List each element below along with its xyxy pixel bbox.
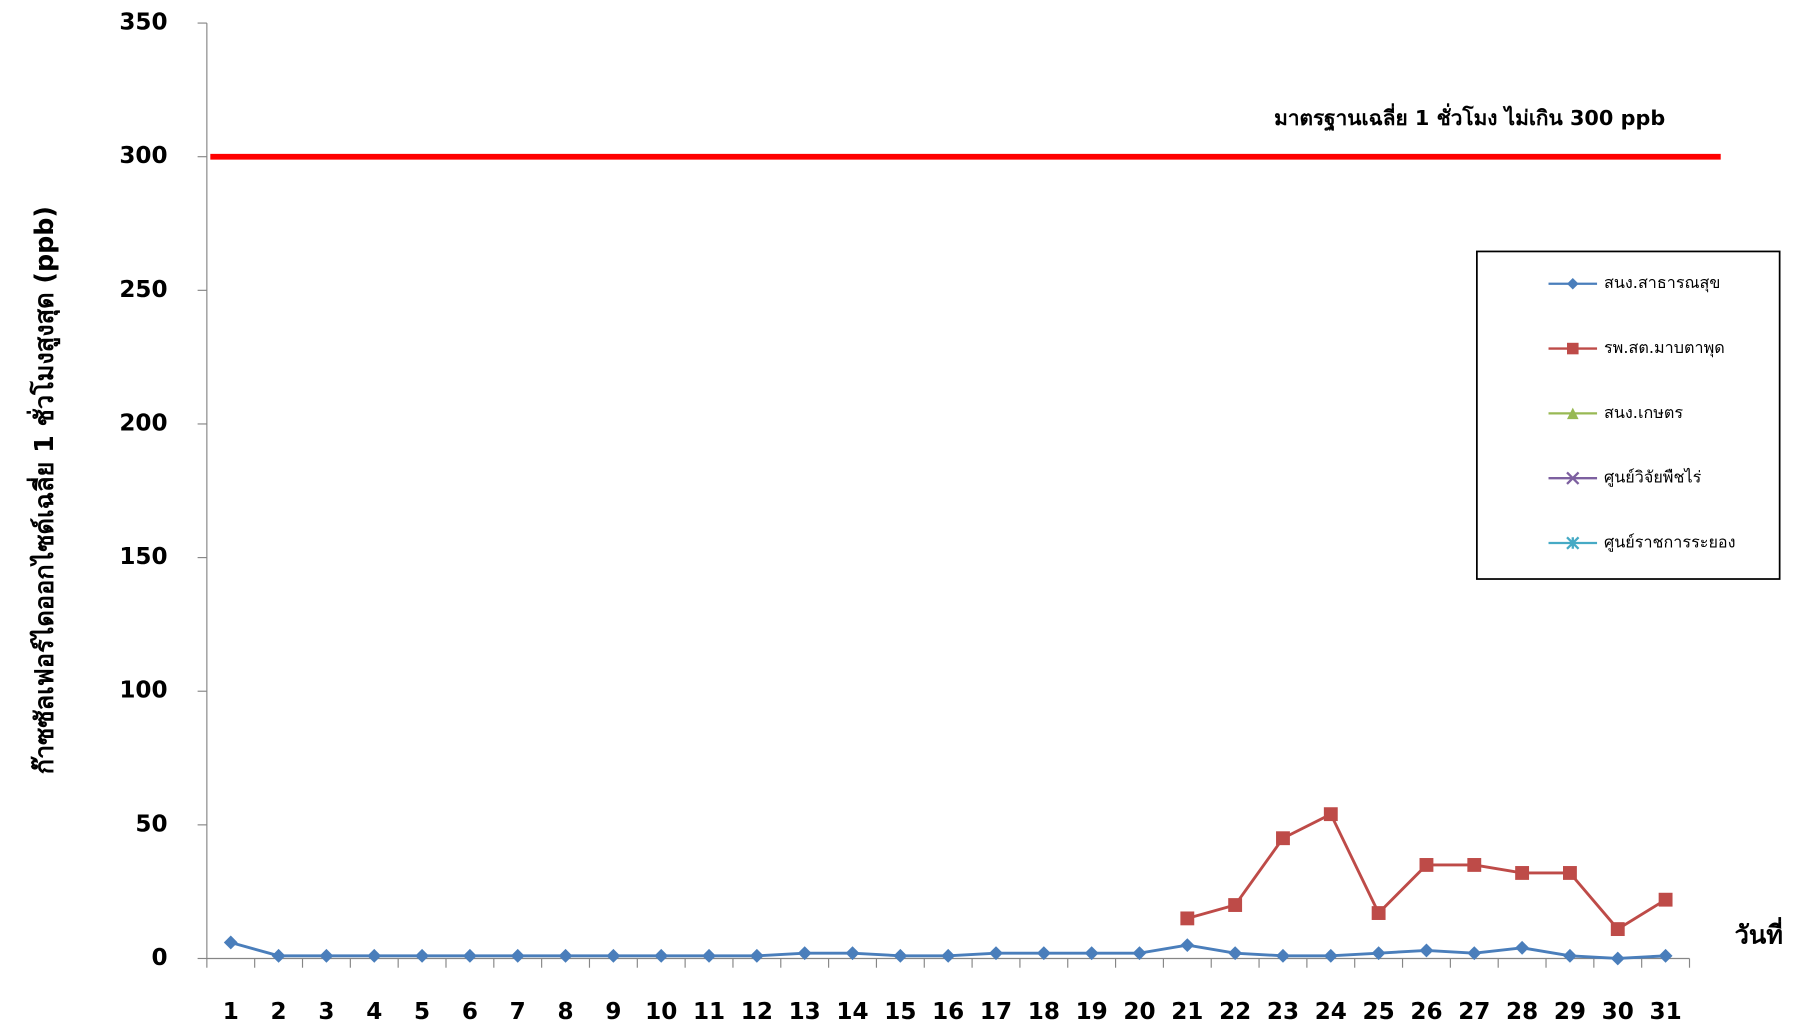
x-tick-label: 10 [645, 999, 677, 1025]
marker [749, 948, 764, 963]
y-tick-label: 0 [151, 945, 167, 971]
legend-label: ศูนย์วิจัยพืชไร่ [1604, 468, 1702, 488]
x-tick-label: 1 [223, 999, 239, 1025]
legend-label: ศูนย์ราชการระยอง [1604, 533, 1736, 553]
x-tick-label: 27 [1458, 999, 1490, 1025]
marker [845, 946, 860, 961]
x-tick-label: 16 [932, 999, 964, 1025]
x-tick-label: 7 [510, 999, 526, 1025]
x-tick-label: 5 [414, 999, 430, 1025]
legend-label: สนง.สาธารณสุข [1604, 273, 1720, 293]
marker [1566, 471, 1580, 485]
marker [1563, 948, 1577, 963]
x-tick-label: 14 [836, 999, 868, 1025]
marker [1567, 277, 1579, 290]
x-tick-label: 22 [1219, 999, 1251, 1025]
legend-label: สนง.เกษตร [1604, 403, 1683, 422]
y-tick-label: 250 [119, 277, 167, 303]
marker [1567, 407, 1579, 420]
marker [1228, 946, 1243, 961]
x-tick-label: 6 [462, 999, 478, 1025]
marker [462, 948, 477, 963]
marker [1567, 342, 1579, 355]
y-axis-label: ก๊าซซัลเฟอร์ไดออกไซด์เฉลี่ย 1 ชั่วโมงสูง… [26, 206, 61, 774]
marker [1276, 831, 1290, 846]
marker [1658, 948, 1673, 963]
y-tick-label: 100 [119, 678, 167, 704]
marker [1084, 946, 1099, 961]
x-tick-label: 28 [1506, 999, 1538, 1025]
marker [606, 948, 621, 963]
y-tick-label: 300 [119, 143, 167, 169]
y-tick-label: 200 [119, 410, 167, 436]
x-tick-label: 18 [1028, 999, 1060, 1025]
reference-label: มาตรฐานเฉลี่ย 1 ชั่วโมง ไม่เกิน 300 ppb [1274, 103, 1665, 132]
x-tick-label: 17 [980, 999, 1012, 1025]
marker [319, 948, 334, 963]
marker [1566, 536, 1580, 550]
x-tick-label: 23 [1267, 999, 1299, 1025]
marker [1610, 951, 1625, 966]
marker [1323, 948, 1338, 963]
marker [989, 946, 1003, 961]
x-tick-label: 8 [558, 999, 574, 1025]
x-tick-label: 29 [1554, 999, 1586, 1025]
x-tick-label: 31 [1650, 999, 1682, 1025]
marker [1323, 807, 1338, 822]
marker [702, 948, 716, 963]
marker [367, 948, 382, 963]
marker [1610, 922, 1625, 937]
marker [510, 948, 525, 963]
x-tick-label: 24 [1315, 999, 1347, 1025]
y-tick-label: 350 [119, 10, 167, 36]
marker [1658, 892, 1673, 907]
x-tick-label: 30 [1602, 999, 1634, 1025]
marker [1228, 898, 1243, 912]
x-tick-label: 3 [318, 999, 334, 1025]
x-tick-label: 9 [605, 999, 621, 1025]
x-tick-label: 21 [1171, 999, 1203, 1025]
y-tick-label: 150 [119, 544, 167, 570]
y-tick-label: 50 [135, 811, 167, 837]
marker [1419, 858, 1434, 872]
marker [654, 948, 669, 963]
marker [941, 948, 956, 963]
marker [893, 948, 908, 963]
x-tick-label: 19 [1076, 999, 1108, 1025]
marker [1371, 906, 1386, 920]
marker [1515, 866, 1530, 880]
x-tick-label: 12 [741, 999, 773, 1025]
legend-label: รพ.สต.มาบตาพุด [1604, 338, 1725, 358]
marker [797, 946, 812, 961]
x-axis-label: วันที่ [1735, 917, 1783, 950]
x-tick-label: 20 [1123, 999, 1155, 1025]
x-tick-label: 15 [884, 999, 916, 1025]
x-tick-label: 25 [1363, 999, 1395, 1025]
x-tick-label: 26 [1410, 999, 1442, 1025]
x-tick-label: 2 [271, 999, 287, 1025]
marker [1276, 948, 1290, 963]
marker [1180, 938, 1195, 953]
marker [1467, 858, 1482, 872]
x-tick-label: 11 [693, 999, 725, 1025]
marker [1371, 946, 1386, 961]
marker [1180, 911, 1195, 926]
x-tick-label: 4 [366, 999, 382, 1025]
marker [223, 935, 238, 950]
marker [1515, 940, 1530, 955]
x-tick-label: 13 [789, 999, 821, 1025]
legend [1476, 250, 1781, 580]
marker [1563, 866, 1577, 880]
